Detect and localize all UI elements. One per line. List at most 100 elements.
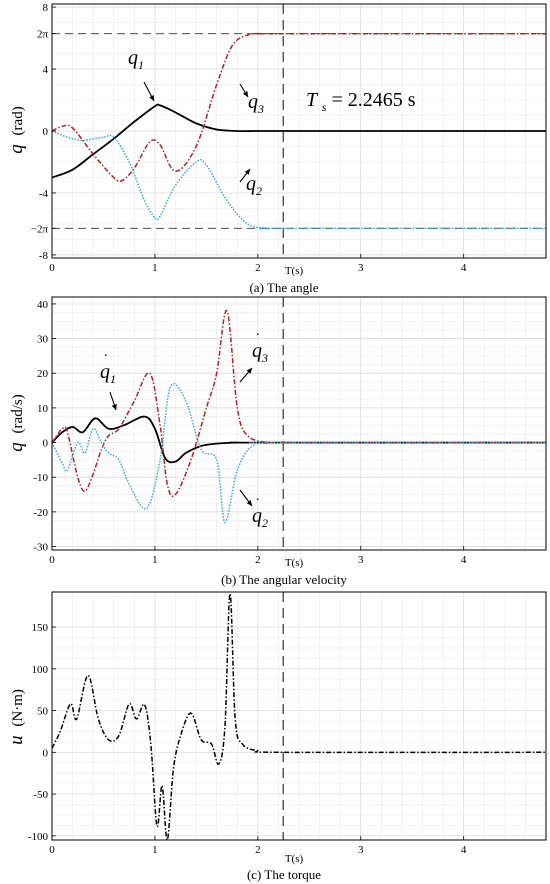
series-annotation-q2: q2 — [252, 505, 268, 530]
y-tick-label: 40 — [37, 299, 49, 311]
annotation-subscript: 1 — [138, 58, 144, 72]
y-tick-label: 20 — [37, 368, 49, 380]
annotation-symbol: q — [252, 505, 262, 527]
x-tick-label: 1 — [152, 554, 158, 566]
grid-lines — [51, 592, 547, 840]
settling-time-label: T s = 2.2465 s — [306, 89, 416, 116]
annotation-subscript: 1 — [110, 372, 116, 386]
series-line-dq2 — [51, 382, 547, 524]
annotation-dot: ˙ — [255, 331, 260, 348]
y-axis-unit: (rad) — [10, 106, 26, 135]
annotation-symbol: q — [252, 340, 262, 362]
grid-lines — [51, 297, 547, 550]
annotation-symbol: q — [246, 173, 256, 195]
y-tick-label: 100 — [32, 664, 49, 676]
series-group — [51, 32, 546, 230]
y-axis-variable: u — [6, 735, 27, 745]
settling-time-subscript: s — [322, 100, 327, 114]
y-axis-variable: q — [6, 144, 27, 154]
y-tick-label: -8 — [39, 250, 49, 262]
series-annotation-q2: q2 — [246, 173, 262, 198]
x-tick-label: 3 — [358, 844, 364, 856]
y-tick-label: 10 — [37, 403, 49, 415]
y-tick-label: 50 — [37, 706, 49, 718]
y-tick-label: 30 — [37, 334, 49, 346]
axes-frame — [51, 3, 547, 259]
y-tick-label: -30 — [33, 542, 48, 554]
annotation-dot: ˙ — [255, 496, 260, 513]
axes-frame — [51, 296, 547, 551]
y-tick-label: -100 — [28, 831, 49, 843]
series-line-q1 — [51, 103, 546, 179]
x-tick-label: 0 — [49, 554, 55, 566]
series-annotation-q3: q3 — [252, 340, 268, 365]
x-axis-label: T(s) — [285, 265, 304, 277]
x-axis-label: T(s) — [285, 557, 304, 569]
x-axis-label: T(s) — [285, 853, 304, 865]
y-tick-label: -50 — [33, 789, 48, 801]
y-tick-label: 0 — [43, 126, 49, 138]
annotation-subscript: 2 — [256, 184, 262, 198]
y-axis-variable: q — [6, 442, 27, 452]
series-group — [51, 592, 547, 841]
x-tick-label: 4 — [461, 844, 467, 856]
y-axis-label: q (rad/s) — [6, 394, 27, 451]
annotation-arrow-head — [246, 500, 252, 506]
y-axis-unit: (N·m) — [10, 689, 26, 727]
series-line-q2 — [51, 130, 546, 230]
y-tick-label: 0 — [43, 747, 49, 759]
series-line-u — [51, 592, 547, 841]
axes-frame — [51, 591, 547, 841]
plot-frame — [51, 296, 547, 551]
settling-time-symbol: T — [306, 89, 319, 111]
annotation-symbol: q — [248, 91, 258, 113]
settling-time-value: = 2.2465 s — [331, 89, 415, 111]
x-tick-label: 0 — [49, 262, 55, 274]
series-annotation-q1: q1 — [128, 47, 144, 72]
annotation-arrow-head — [111, 404, 117, 410]
x-tick-label: 1 — [152, 844, 158, 856]
annotation-arrow-head — [246, 368, 252, 374]
series-line-dq1 — [51, 415, 546, 464]
annotation-symbol: q — [100, 361, 110, 383]
series-annotation-q3: q3 — [248, 91, 264, 116]
panel-caption: (a) The angle — [249, 280, 318, 295]
series-annotation-q1: q1 — [100, 361, 116, 386]
y-tick-label: 8 — [43, 2, 49, 14]
y-axis-label: u (N·m) — [6, 689, 27, 745]
panel-caption: (c) The torque — [247, 867, 321, 882]
x-tick-label: 2 — [255, 262, 261, 274]
annotation-subscript: 2 — [262, 516, 268, 530]
y-axis-label: q (rad) — [6, 106, 27, 153]
series-line-dq3 — [51, 310, 546, 497]
series-group — [51, 310, 547, 524]
annotation-subscript: 3 — [261, 351, 268, 365]
annotation-subscript: 3 — [257, 102, 264, 116]
y-axis-dot: ˙ — [9, 408, 14, 423]
x-tick-label: 4 — [461, 262, 467, 274]
y-axis-unit: (rad/s) — [10, 394, 26, 433]
annotation-symbol: q — [128, 47, 138, 69]
annotation-arrow-head — [242, 91, 248, 97]
y-tick-label: 0 — [43, 438, 49, 450]
x-tick-label: 2 — [255, 844, 261, 856]
annotations: q1˙ q3˙q2˙ — [100, 331, 268, 530]
panel-caption: (b) The angular velocity — [221, 572, 347, 587]
x-tick-label: 3 — [358, 262, 364, 274]
y-tick-label: −2π — [31, 223, 49, 235]
y-tick-label: 150 — [32, 622, 49, 634]
x-tick-label: 1 — [152, 262, 158, 274]
y-tick-label: -10 — [33, 472, 48, 484]
x-tick-label: 3 — [358, 554, 364, 566]
y-tick-label: -20 — [33, 507, 48, 519]
series-line-q3 — [51, 32, 546, 183]
annotation-arrow-head — [244, 169, 250, 175]
x-tick-label: 2 — [255, 554, 261, 566]
